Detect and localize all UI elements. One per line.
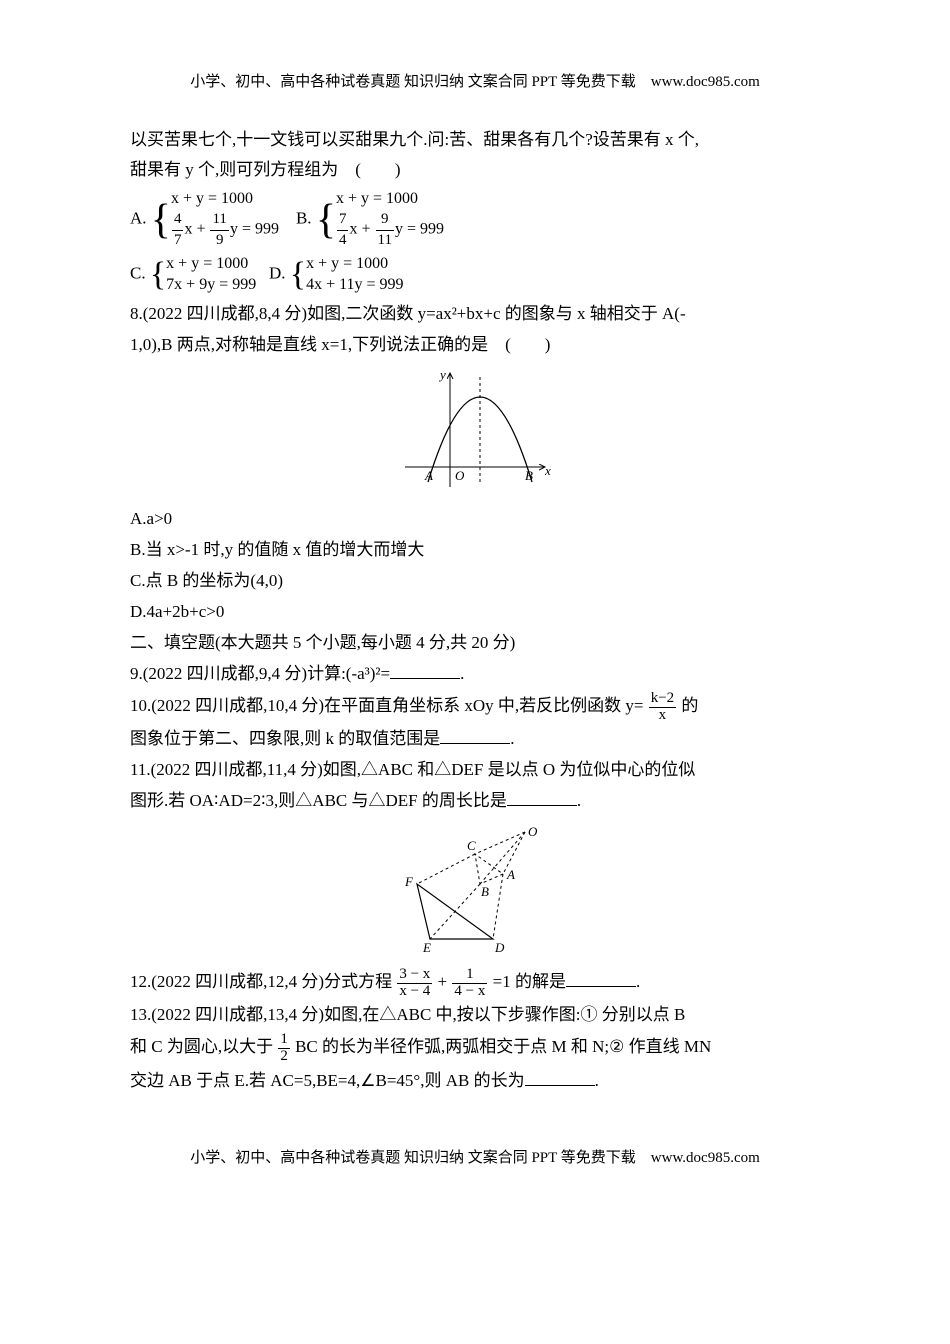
opt-d-label: D. (269, 264, 286, 283)
opt-a-eq1: x + y = 1000 (171, 189, 279, 210)
svg-text:D: D (494, 940, 505, 955)
option-row-ab: A. { x + y = 1000 47x + 119y = 999 B. { … (130, 189, 820, 250)
q12: 12.(2022 四川成都,12,4 分)分式方程 3 − xx − 4 + 1… (130, 967, 820, 1000)
q13-line1: 13.(2022 四川成都,13,4 分)如图,在△ABC 中,按以下步骤作图:… (130, 1001, 820, 1030)
svg-text:O: O (528, 824, 538, 839)
svg-text:B: B (481, 884, 489, 899)
opt-b-eq1: x + y = 1000 (336, 189, 444, 210)
option-row-cd: C. { x + y = 1000 7x + 9y = 999 D. { x +… (130, 254, 820, 296)
svg-text:A: A (424, 468, 433, 483)
q8-opt-c: C.点 B 的坐标为(4,0) (130, 567, 820, 596)
intro-line-1: 以买苦果七个,十一文钱可以买甜果九个.问:苦、甜果各有几个?设苦果有 x 个, (130, 126, 820, 155)
q11-line1: 11.(2022 四川成都,11,4 分)如图,△ABC 和△DEF 是以点 O… (130, 756, 820, 785)
svg-text:A: A (506, 867, 515, 882)
svg-text:F: F (404, 874, 414, 889)
q11-line2: 图形.若 OA∶AD=2∶3,则△ABC 与△DEF 的周长比是. (130, 787, 820, 816)
q8-line1: 8.(2022 四川成都,8,4 分)如图,二次函数 y=ax²+bx+c 的图… (130, 300, 820, 329)
page-footer: 小学、初中、高中各种试卷真题 知识归纳 文案合同 PPT 等免费下载 www.d… (130, 1146, 820, 1172)
parabola-svg: A B O x y (385, 367, 565, 497)
svg-text:E: E (422, 940, 431, 955)
parabola-figure: A B O x y (130, 367, 820, 497)
opt-b-system: { x + y = 1000 74x + 911y = 999 (316, 189, 444, 250)
opt-a-label: A. (130, 209, 147, 228)
q8-line2: 1,0),B 两点,对称轴是直线 x=1,下列说法正确的是 ( ) (130, 331, 820, 360)
opt-c-label: C. (130, 264, 146, 283)
svg-text:B: B (525, 468, 533, 483)
svg-text:x: x (544, 463, 551, 478)
q10-fraction: k−2 x (649, 691, 676, 724)
q8-opt-a: A.a>0 (130, 505, 820, 534)
svg-text:O: O (455, 468, 465, 483)
q9: 9.(2022 四川成都,9,4 分)计算:(-a³)²=. (130, 660, 820, 689)
intro-line-2: 甜果有 y 个,则可列方程组为 ( ) (130, 156, 820, 185)
q9-blank (390, 661, 460, 679)
q8-opt-d: D.4a+2b+c>0 (130, 598, 820, 627)
section-2-title: 二、填空题(本大题共 5 个小题,每小题 4 分,共 20 分) (130, 629, 820, 658)
similar-figure: O A B C D E F (130, 824, 820, 959)
opt-d-system: { x + y = 1000 4x + 11y = 999 (290, 254, 404, 296)
similar-svg: O A B C D E F (375, 824, 575, 959)
opt-c-system: { x + y = 1000 7x + 9y = 999 (150, 254, 256, 296)
page-header: 小学、初中、高中各种试卷真题 知识归纳 文案合同 PPT 等免费下载 www.d… (130, 70, 820, 96)
q13-line3: 交边 AB 于点 E.若 AC=5,BE=4,∠B=45°,则 AB 的长为. (130, 1067, 820, 1096)
opt-a-system: { x + y = 1000 47x + 119y = 999 (151, 189, 279, 250)
q13-line2: 和 C 为圆心,以大于 12 BC 的长为半径作弧,两弧相交于点 M 和 N;②… (130, 1032, 820, 1065)
svg-text:y: y (438, 367, 446, 382)
q8-opt-b: B.当 x>-1 时,y 的值随 x 值的增大而增大 (130, 536, 820, 565)
q10-line1: 10.(2022 四川成都,10,4 分)在平面直角坐标系 xOy 中,若反比例… (130, 691, 820, 724)
q10-line2: 图象位于第二、四象限,则 k 的取值范围是. (130, 725, 820, 754)
svg-text:C: C (467, 838, 476, 853)
opt-b-label: B. (296, 209, 312, 228)
